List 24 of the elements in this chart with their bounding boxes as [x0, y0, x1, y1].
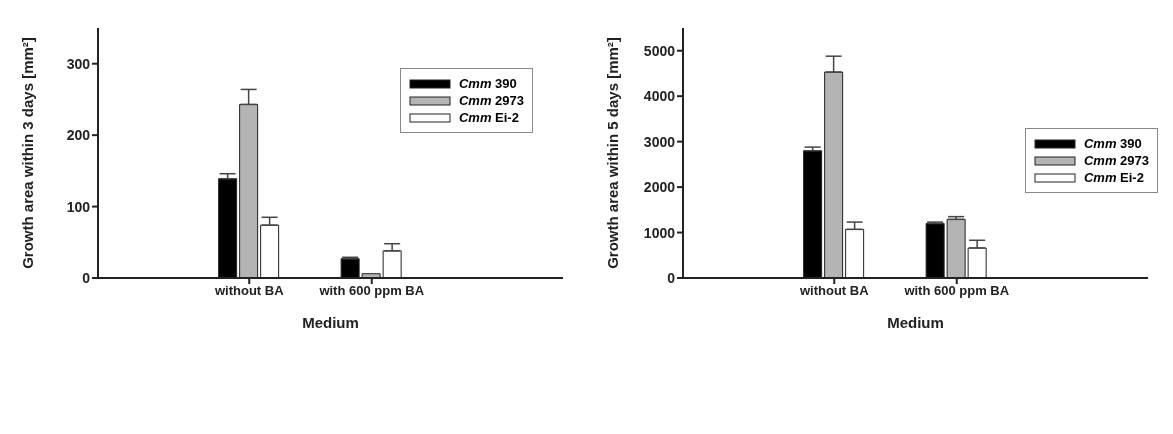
y-tick-label: 0 — [667, 269, 676, 286]
legend-label: Cmm 2973 — [1083, 153, 1149, 168]
y-tick-label: 2000 — [643, 179, 676, 196]
legend-label: Cmm Ei-2 — [1083, 170, 1144, 185]
y-axis-title: Growth area within 3 days [mm²] — [19, 37, 37, 269]
y-axis-title: Growth area within 5 days [mm²] — [604, 37, 622, 269]
y-tick-label: 0 — [82, 269, 91, 286]
x-axis-title: Medium — [887, 314, 944, 331]
x-tick-label: with 600 ppm BA — [318, 283, 425, 299]
legend-label: Cmm 390 — [1083, 136, 1142, 151]
legend-label: Cmm 2973 — [458, 93, 524, 108]
y-tick-label: 4000 — [643, 88, 676, 105]
legend-label: Cmm 390 — [458, 76, 517, 91]
y-tick-label: 5000 — [643, 42, 676, 59]
y-tick-label: 3000 — [643, 133, 676, 150]
x-tick-label: with 600 ppm BA — [903, 283, 1010, 299]
y-tick-label: 300 — [66, 55, 91, 72]
x-tick-label: without BA — [213, 283, 285, 299]
legend-label: Cmm Ei-2 — [458, 110, 519, 125]
y-tick-label: 1000 — [643, 224, 676, 241]
y-tick-label: 100 — [66, 198, 91, 215]
x-axis-title: Medium — [302, 314, 359, 331]
y-tick-label: 200 — [66, 127, 91, 144]
x-tick-label: without BA — [798, 283, 870, 299]
